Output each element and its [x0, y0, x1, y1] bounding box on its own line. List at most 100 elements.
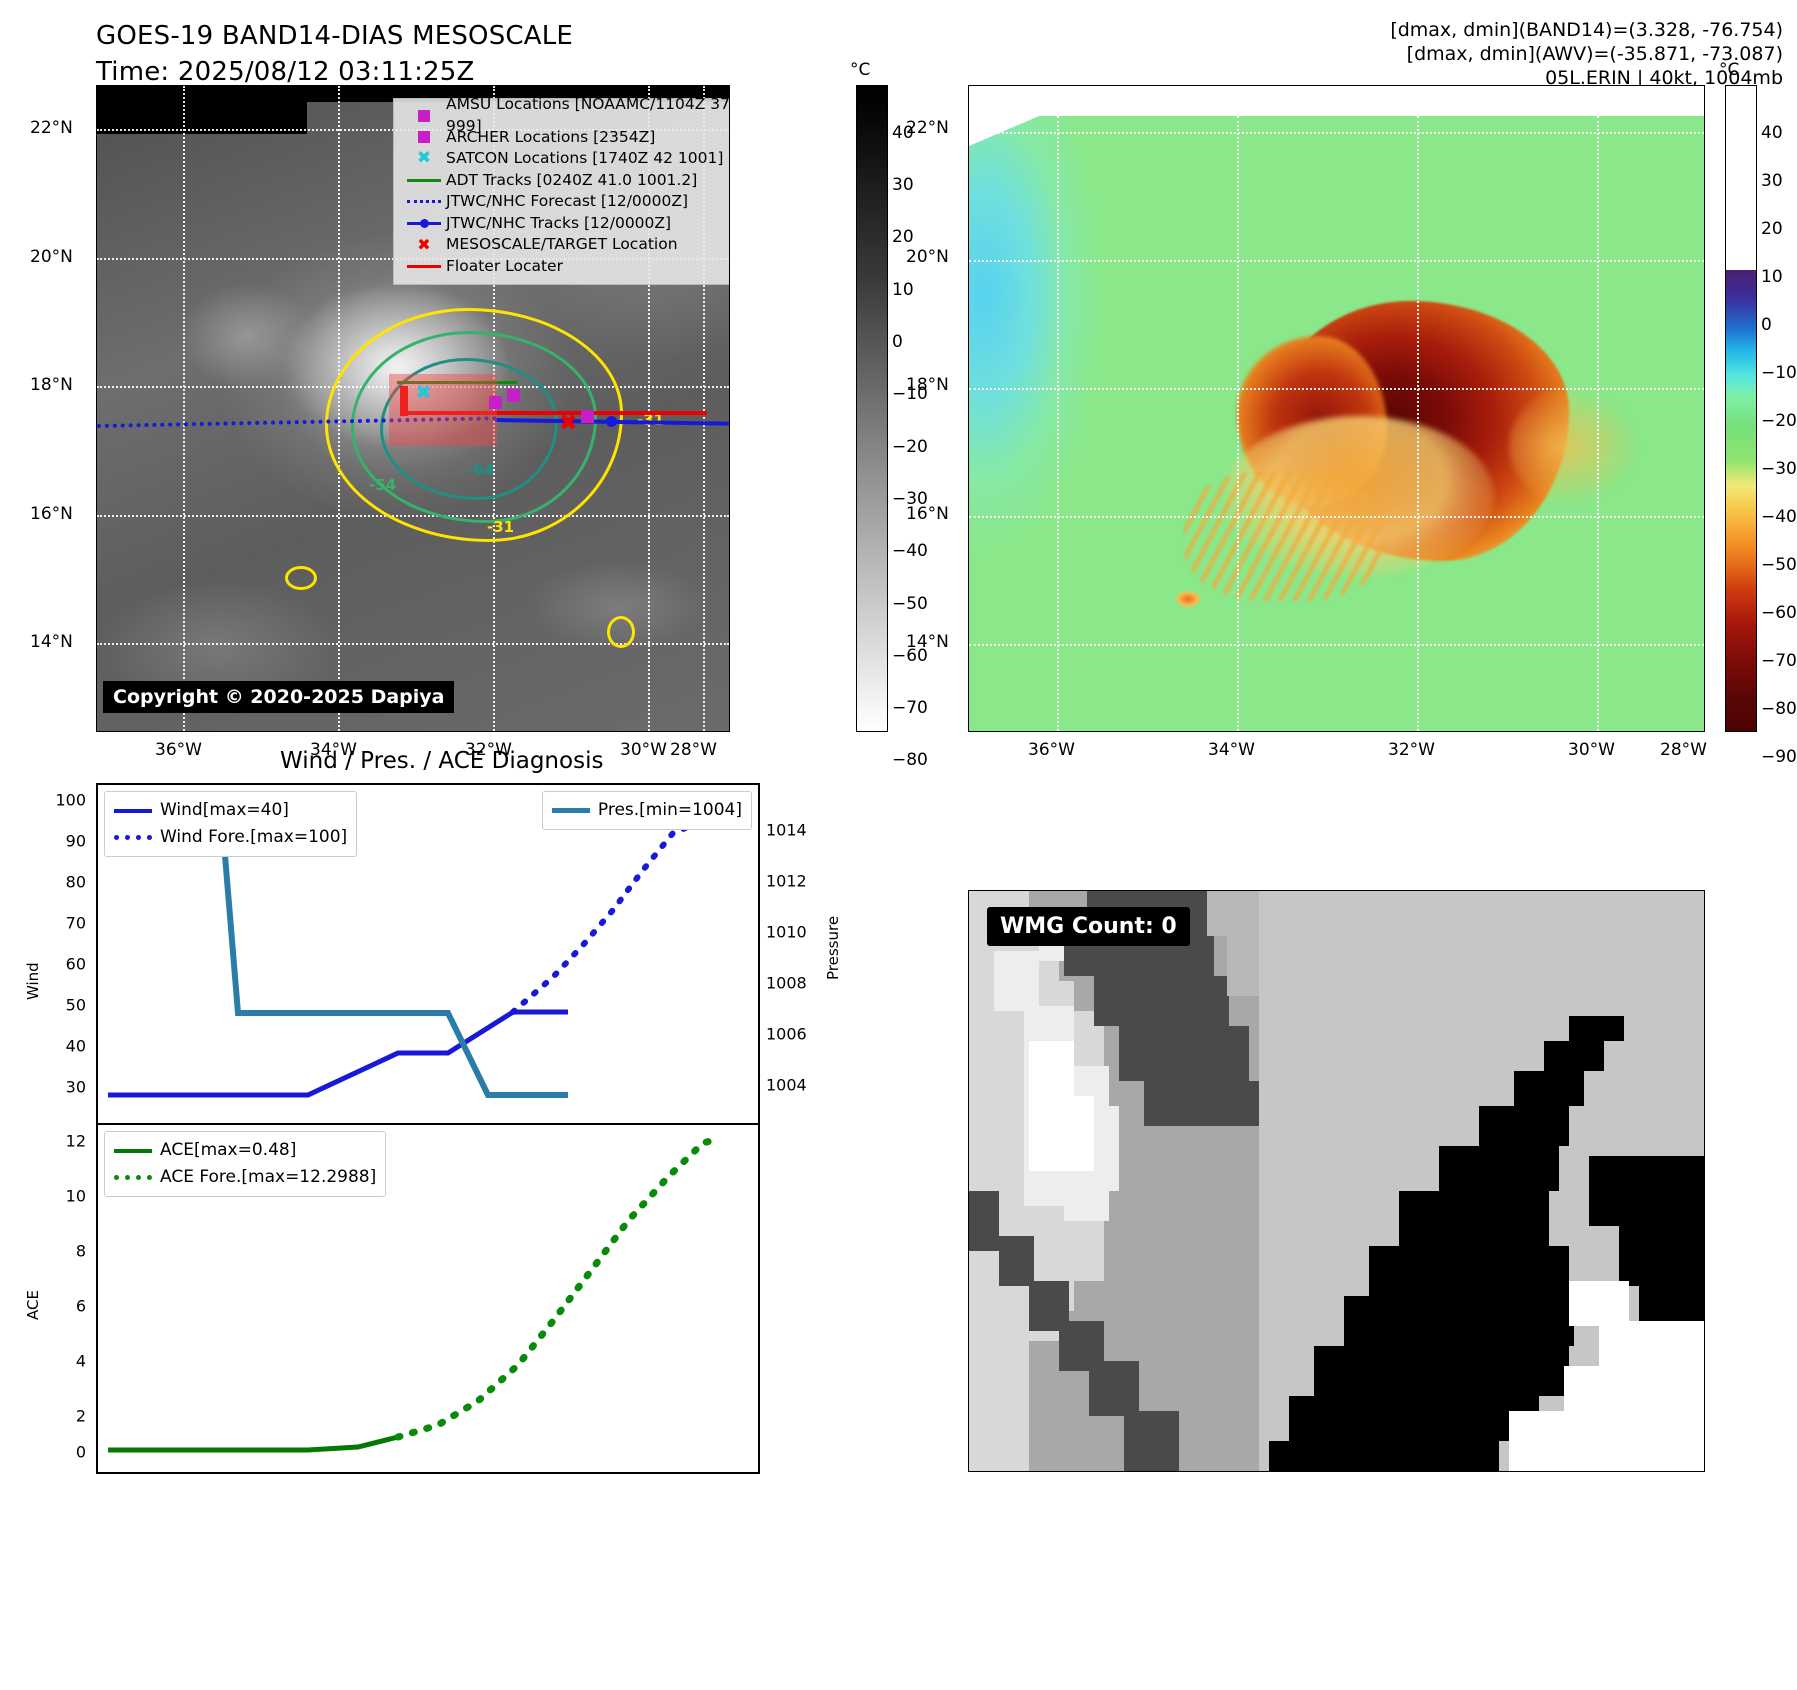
wind-series-line [108, 1009, 568, 1098]
grid-lat-14n [97, 643, 729, 645]
magenta-square-icon [402, 131, 446, 144]
wind-ytick-30: 30 [65, 1077, 86, 1097]
colorbar-left [856, 85, 888, 732]
legend-label-mesoscale: MESOSCALE/TARGET Location [446, 235, 678, 253]
legend-row-archer: ARCHER Locations [2354Z] [402, 127, 729, 149]
cyan-x-icon: ✖ [416, 148, 432, 169]
awv-lon-tick-32w: 32°W [1388, 740, 1435, 760]
awv-grid-lon-36w [1057, 116, 1059, 731]
cb-left-tick-20: 20 [892, 227, 914, 247]
green-line-icon [402, 178, 446, 182]
blue-solid-line-icon [114, 808, 160, 813]
red-line-icon [402, 264, 446, 268]
cb-right-tick-40: 40 [1761, 123, 1783, 143]
pressure-legend-row-0: Pres.[min=1004] [551, 797, 742, 824]
legend-row-jtwc-tracks: JTWC/NHC Tracks [12/0000Z] [402, 213, 729, 235]
cb-left-tick-30: 30 [892, 175, 914, 195]
contour-label-3: -31 [487, 518, 515, 536]
cb-left-tick-40: 40 [892, 123, 914, 143]
contour-green [351, 331, 597, 523]
contour-yellow-blob-2 [607, 616, 635, 648]
scan-void-left [97, 86, 307, 134]
ace-legend-label-1: ACE Fore.[max=12.2988] [160, 1167, 377, 1187]
header-info: [dmax, dmin](BAND14)=(3.328, -76.754) [d… [1390, 18, 1783, 90]
cb-left-tick-m80: −80 [892, 750, 928, 770]
title-line-1: GOES-19 BAND14-DIAS MESOSCALE [96, 21, 574, 51]
wind-ytick-40: 40 [65, 1036, 86, 1056]
awv-enhanced-map[interactable] [968, 85, 1705, 732]
cb-left-tick-m40: −40 [892, 541, 928, 561]
contour-yellow-outer [325, 308, 623, 542]
isolated-convection-blob [1176, 591, 1200, 607]
ace-svg [108, 1135, 722, 1453]
ir-lat-tick-20n: 20°N [30, 247, 73, 267]
cb-right-tick-0: 0 [1761, 315, 1772, 335]
grid-lon-36w [183, 86, 185, 731]
ace-legend: ACE[max=0.48] ACE Fore.[max=12.2988] [104, 1131, 387, 1197]
wind-forecast-line [510, 820, 741, 1015]
blue-dotted-line-icon [402, 200, 446, 204]
wind-legend-label-0: Wind[max=40] [160, 800, 289, 820]
adt-track [397, 381, 517, 384]
contour-yellow-blob-1 [285, 566, 317, 590]
grid-lon-30w [648, 86, 650, 731]
cb-left-tick-m20: −20 [892, 437, 928, 457]
legend-row-floater: Floater Locater [402, 256, 729, 278]
magenta-square-icon [402, 109, 446, 122]
legend-label-adt: ADT Tracks [0240Z 41.0 1001.2] [446, 170, 698, 189]
amsu-location-marker [489, 396, 502, 409]
awv-grid-lon-32w [1417, 116, 1419, 731]
wind-legend-row-1: Wind Fore.[max=100] [114, 824, 347, 851]
storm-summary: 05L.ERIN | 40kt, 1004mb [1545, 67, 1783, 89]
mesoscale-target-box [389, 374, 497, 446]
blue-line-marker-icon [402, 218, 446, 228]
ir-lon-tick-30w: 30°W [620, 740, 667, 760]
wmg-panel[interactable]: WMG Count: 0 [968, 890, 1705, 1472]
wmg-count-badge: WMG Count: 0 [987, 907, 1190, 946]
map-legend: AMSU Locations [NOAAMC/1104Z 37 999] ARC… [393, 95, 729, 285]
wind-ytick-100: 100 [55, 790, 86, 810]
ace-ytick-10: 10 [65, 1186, 86, 1206]
ace-forecast-line [394, 1135, 722, 1441]
legend-row-adt: ADT Tracks [0240Z 41.0 1001.2] [402, 170, 729, 192]
cb-right-tick-30: 30 [1761, 171, 1783, 191]
ir-lon-tick-32w: 32°W [465, 740, 512, 760]
pres-ytick-1004: 1004 [766, 1075, 807, 1095]
ace-ytick-2: 2 [75, 1406, 86, 1426]
wind-ytick-60: 60 [65, 954, 86, 974]
legend-row-amsu: AMSU Locations [NOAAMC/1104Z 37 999] [402, 95, 729, 135]
contour-teal [380, 358, 558, 500]
cb-left-tick-10: 10 [892, 280, 914, 300]
ir-lat-tick-16n: 16°N [30, 504, 73, 524]
colorbar-right-unit: °C [1719, 60, 1740, 80]
awv-lon-tick-30w: 30°W [1568, 740, 1615, 760]
wind-legend: Wind[max=40] Wind Fore.[max=100] [104, 791, 358, 857]
ace-chart[interactable]: ACE[max=0.48] ACE Fore.[max=12.2988] [96, 1123, 760, 1474]
ir-satellite-map[interactable]: -31 -54 -64 -31 ✖ ✖ AMSU Locations [NOAA… [96, 85, 730, 732]
wind-ytick-90: 90 [65, 831, 86, 851]
cb-right-tick-m20: −20 [1761, 411, 1797, 431]
wind-pressure-chart[interactable]: Wind[max=40] Wind Fore.[max=100] Pres.[m… [96, 783, 760, 1127]
pres-ytick-1010: 1010 [766, 922, 807, 942]
storm-convective-bands [1184, 471, 1384, 601]
copyright-banner: Copyright © 2020-2025 Dapiya [103, 681, 455, 713]
cb-right-tick-m90: −90 [1761, 747, 1797, 767]
mesoscale-target-marker: ✖ [559, 411, 578, 436]
legend-label-archer: ARCHER Locations [2354Z] [446, 127, 656, 146]
awv-lon-tick-28w: 28°W [1660, 740, 1707, 760]
cb-right-tick-20: 20 [1761, 219, 1783, 239]
pres-ytick-1008: 1008 [766, 973, 807, 993]
cb-left-tick-m10: −10 [892, 384, 928, 404]
ir-lon-tick-36w: 36°W [155, 740, 202, 760]
contour-label-2: -64 [467, 461, 495, 479]
cb-left-tick-m30: −30 [892, 489, 928, 509]
awv-grid-lat-16n [969, 516, 1704, 518]
awv-grid-lat-14n [969, 644, 1704, 646]
ace-ytick-6: 6 [75, 1296, 86, 1316]
cb-left-tick-m50: −50 [892, 594, 928, 614]
legend-label-floater: Floater Locater [446, 256, 563, 275]
legend-label-jtwc-tracks: JTWC/NHC Tracks [12/0000Z] [446, 213, 672, 232]
wind-ytick-80: 80 [65, 872, 86, 892]
cb-right-tick-m50: −50 [1761, 555, 1797, 575]
dmax-dmin-awv: [dmax, dmin](AWV)=(-35.871, -73.087) [1406, 43, 1783, 65]
